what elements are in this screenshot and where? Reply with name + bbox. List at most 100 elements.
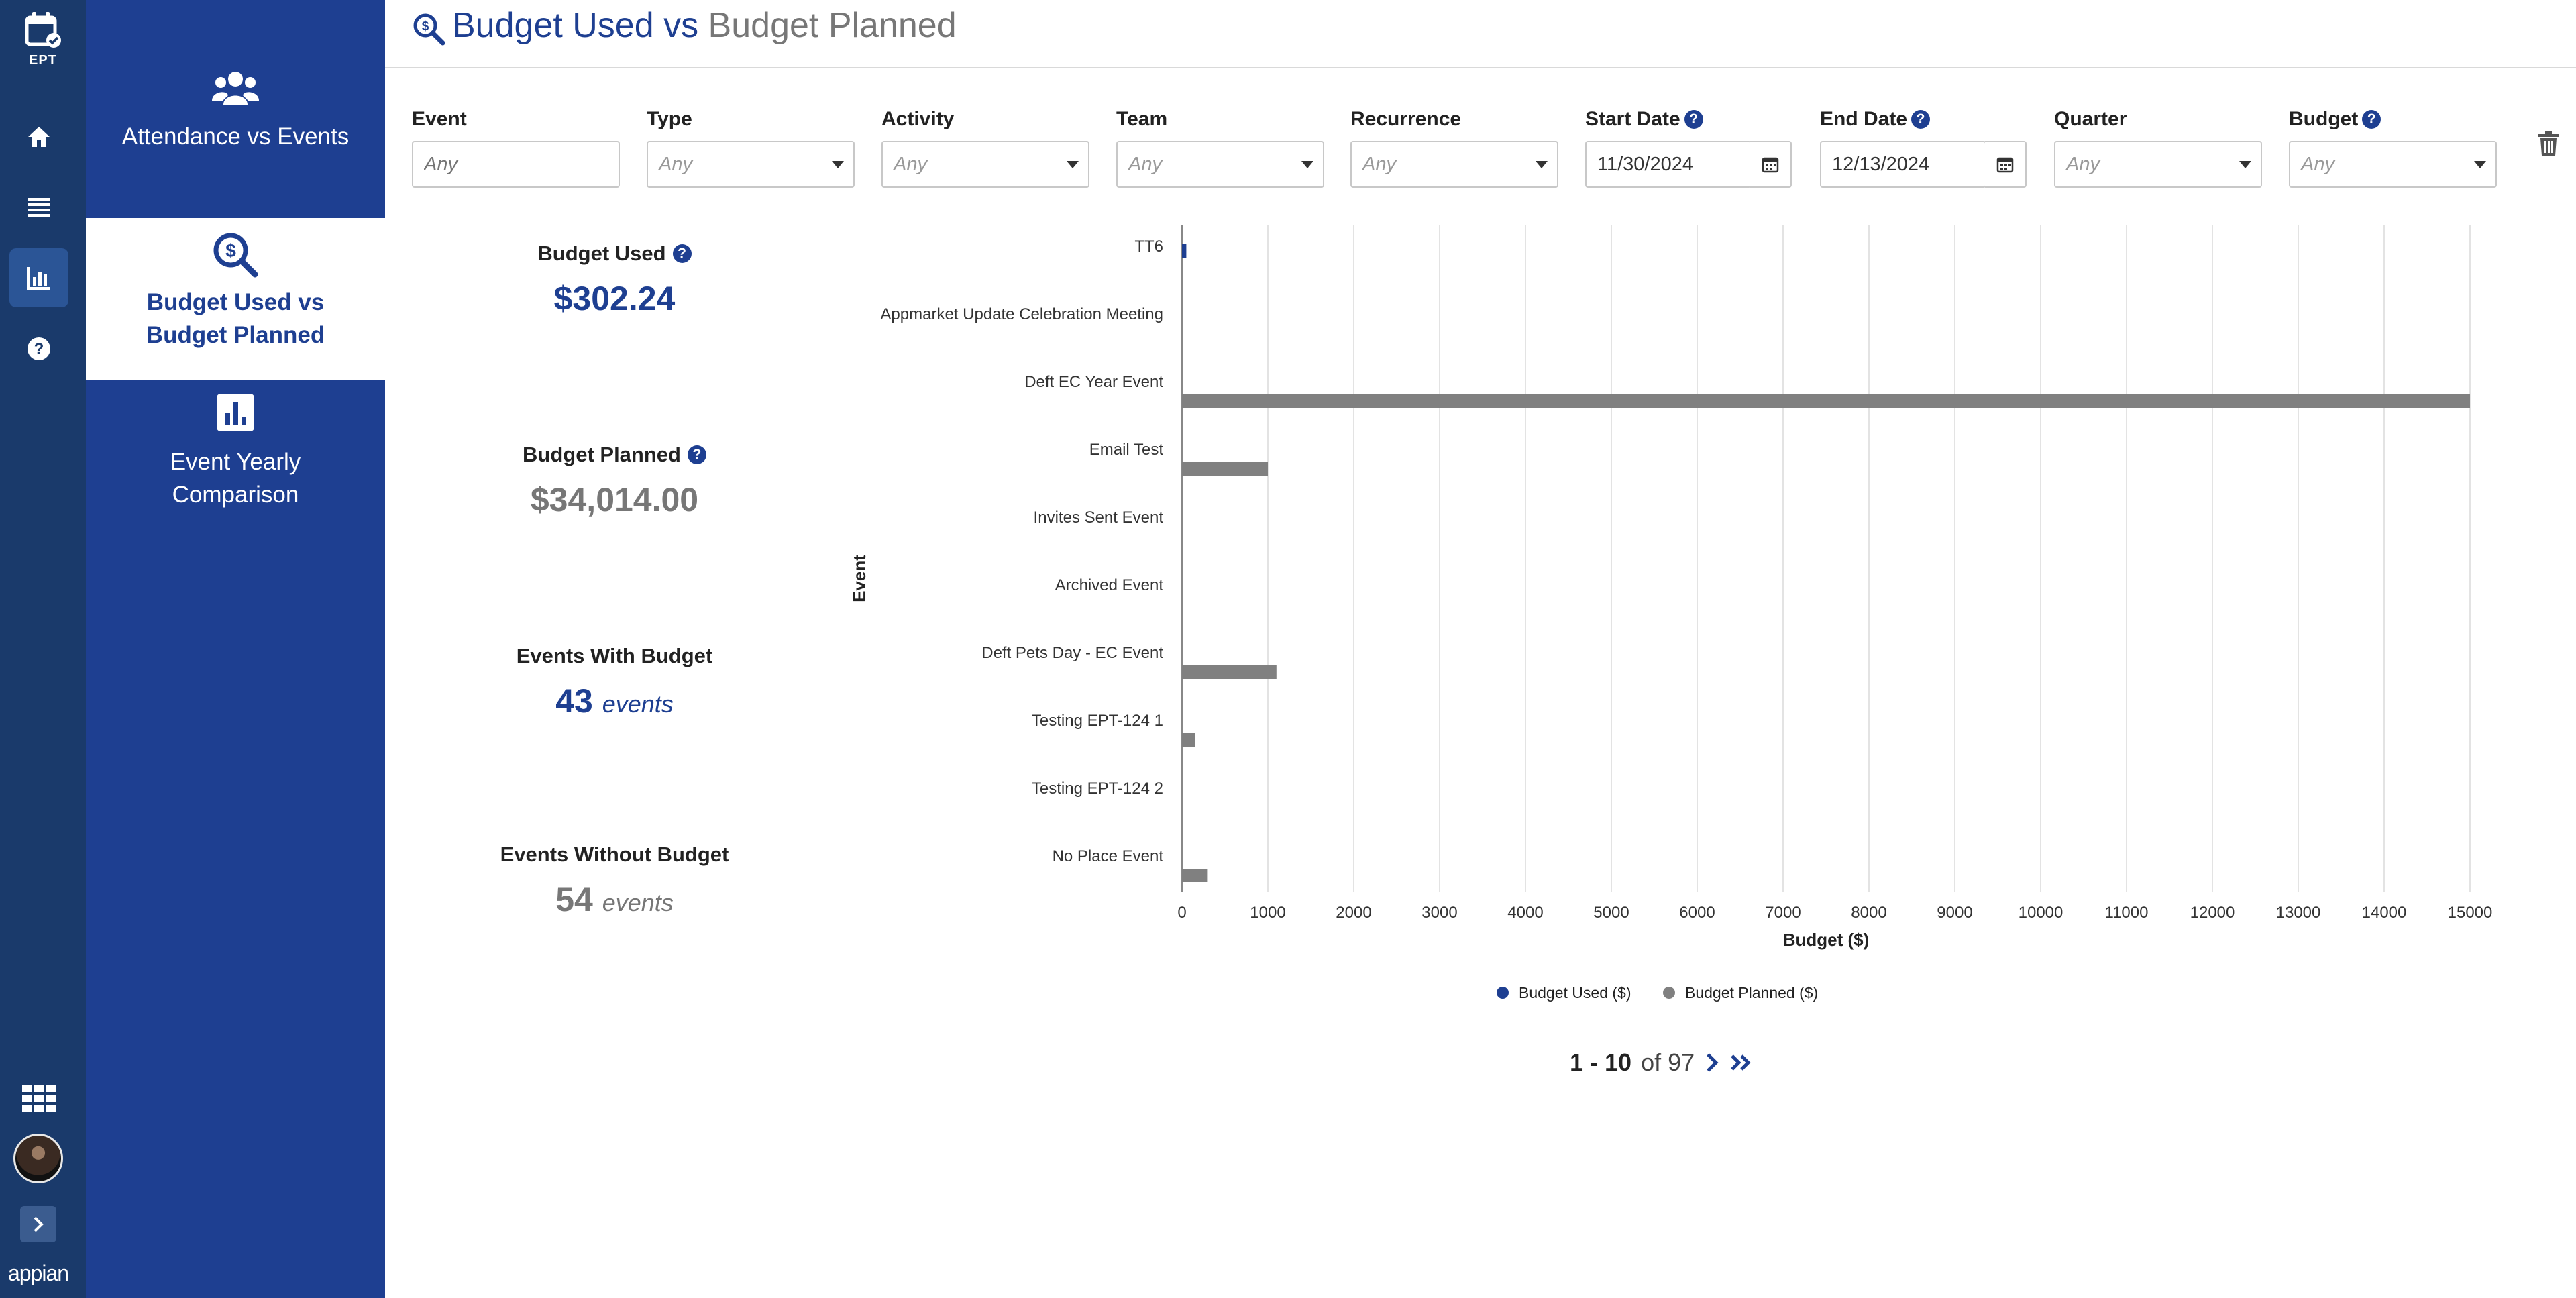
x-tick-label: 6000 [1679, 904, 1715, 922]
y-tick-label: No Place Event [1053, 847, 1164, 865]
x-tick-label: 2000 [1336, 904, 1371, 922]
filter-label: Recurrence [1350, 108, 1462, 130]
report-sidebar: Attendance vs Events $ Budget Used vs Bu… [86, 0, 385, 1298]
kpi-value: 54 events [555, 881, 674, 918]
quarter-dropdown[interactable]: Any [2054, 141, 2262, 188]
page-title: Budget Used vs Budget Planned [452, 6, 957, 45]
end-date-input[interactable]: 12/13/2024 [1820, 141, 1986, 188]
appian-logo: appian [8, 1261, 69, 1285]
kpi-value: $34,014.00 [530, 481, 699, 519]
kpi-value: $302.24 [553, 280, 676, 317]
caret-down-icon [1301, 161, 1313, 168]
pagination: 1 - 10 of 97 [1570, 1045, 1754, 1080]
search-dollar-icon: $ [213, 233, 258, 278]
filter-label: Start Date? [1585, 106, 1703, 133]
sidebar-item-attendance-vs-events[interactable]: Attendance vs Events [86, 67, 385, 215]
filter-label: Quarter [2054, 108, 2127, 130]
calendar-icon [1996, 157, 2014, 173]
sidebar-item-budget-used-vs-planned[interactable]: $ Budget Used vs Budget Planned [86, 218, 385, 380]
caret-down-icon [1067, 161, 1079, 168]
x-tick-label: 15000 [2448, 904, 2493, 922]
caret-down-icon [832, 161, 844, 168]
legend-label: Budget Planned ($) [1685, 984, 1818, 1002]
x-tick-label: 11000 [2105, 904, 2149, 922]
caret-down-icon [2474, 161, 2486, 168]
x-tick-label: 3000 [1421, 904, 1457, 922]
help-icon[interactable]: ? [1684, 110, 1703, 129]
calendar-icon [1762, 157, 1779, 173]
help-icon[interactable]: ? [2362, 110, 2381, 129]
budget-dropdown[interactable]: Any [2289, 141, 2497, 188]
filter-quarter: Quarter Any [2054, 106, 2262, 188]
help-icon[interactable]: ? [672, 244, 692, 263]
bar-budget-planned [1182, 869, 1208, 882]
recurrence-dropdown[interactable]: Any [1350, 141, 1558, 188]
legend-label: Budget Used ($) [1519, 984, 1631, 1002]
x-tick-label: 12000 [2190, 904, 2235, 922]
team-dropdown[interactable]: Any [1116, 141, 1324, 188]
bar-budget-planned [1182, 462, 1268, 476]
bar-chart-icon [217, 394, 254, 431]
rail-help[interactable]: ? [9, 319, 68, 378]
filter-team: Team Any [1116, 106, 1324, 188]
start-date-calendar-button[interactable] [1750, 141, 1792, 188]
activity-dropdown[interactable]: Any [881, 141, 1089, 188]
y-tick-label: Email Test [1089, 441, 1164, 459]
filter-start-date: Start Date? 11/30/2024 [1585, 106, 1792, 188]
x-tick-label: 7000 [1765, 904, 1801, 922]
app-logo[interactable]: EPT [13, 11, 72, 70]
chevron-right-icon [34, 1216, 44, 1232]
user-avatar[interactable] [13, 1134, 63, 1183]
rail-apps[interactable] [9, 1069, 68, 1128]
sidebar-item-label: Budget Used vs Budget Planned [146, 289, 325, 348]
caret-down-icon [2239, 161, 2251, 168]
page-range: 1 - 10 [1570, 1048, 1632, 1076]
x-tick-label: 4000 [1507, 904, 1543, 922]
y-tick-label: Invites Sent Event [1034, 508, 1164, 527]
kpi-label: Events Without Budget [500, 843, 729, 866]
grid-icon [22, 1085, 56, 1112]
rail-list[interactable] [9, 178, 68, 237]
clear-filters-button[interactable] [2538, 131, 2559, 159]
expand-rail-button[interactable] [20, 1206, 56, 1242]
filter-recurrence: Recurrence Any [1350, 106, 1558, 188]
list-icon [28, 198, 50, 217]
filter-end-date: End Date? 12/13/2024 [1820, 106, 2027, 188]
y-tick-label: Testing EPT-124 2 [1032, 779, 1163, 798]
svg-text:$: $ [422, 19, 429, 34]
rail-home[interactable] [9, 107, 68, 166]
filter-label: Team [1116, 108, 1168, 130]
bar-budget-used [1182, 244, 1187, 258]
sidebar-item-event-yearly-comparison[interactable]: Event Yearly Comparison [86, 392, 385, 527]
y-tick-label: Deft Pets Day - EC Event [981, 644, 1163, 662]
x-tick-label: 13000 [2276, 904, 2321, 922]
type-dropdown[interactable]: Any [647, 141, 855, 188]
x-tick-label: 10000 [2019, 904, 2063, 922]
bar-budget-planned [1182, 733, 1195, 747]
svg-text:?: ? [34, 340, 44, 358]
sidebar-item-label: Attendance vs Events [121, 123, 350, 150]
kpi-value: 43 events [555, 682, 674, 720]
users-icon [212, 72, 259, 105]
end-date-calendar-button[interactable] [1985, 141, 2027, 188]
y-tick-label: TT6 [1134, 237, 1163, 256]
help-icon[interactable]: ? [1911, 110, 1931, 129]
filter-budget: Budget? Any [2289, 106, 2497, 188]
kpi-label: Budget Planned? [413, 443, 816, 467]
budget-bar-chart: 0 1000 2000 3000 4000 5000 6000 7000 8000 9000 100… [849, 225, 2493, 1002]
start-date-input[interactable]: 11/30/2024 [1585, 141, 1752, 188]
help-icon[interactable]: ? [687, 445, 706, 464]
event-input[interactable] [412, 141, 620, 188]
calendar-check-icon [25, 12, 61, 48]
rail-reports[interactable] [9, 248, 68, 307]
filter-label: Activity [881, 108, 955, 130]
last-page-icon[interactable] [1729, 1052, 1754, 1073]
next-page-icon[interactable] [1704, 1052, 1720, 1073]
home-icon [28, 127, 50, 147]
trash-icon [2538, 131, 2559, 156]
filter-label: Event [412, 108, 467, 130]
search-dollar-icon: $ [413, 13, 445, 46]
x-tick-label: 5000 [1593, 904, 1629, 922]
filter-label: Type [647, 108, 692, 130]
x-tick-label: 1000 [1250, 904, 1285, 922]
